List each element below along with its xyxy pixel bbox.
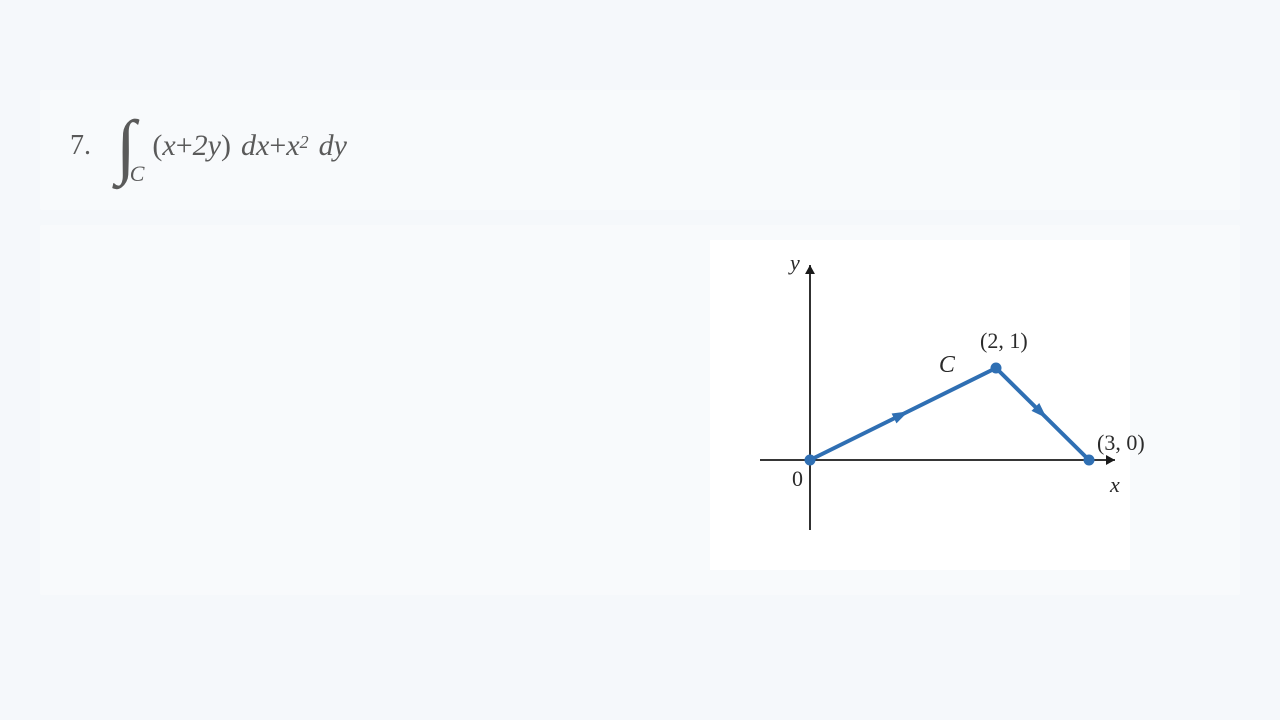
equation-block: 7. ∫ C ( x + 2y ) dx + x 2 dy — [40, 90, 1240, 210]
x-squared-exp: 2 — [300, 132, 309, 153]
origin-label: 0 — [792, 466, 803, 491]
x-squared-base: x — [286, 129, 299, 163]
curve-label: C — [939, 352, 956, 378]
diagram-container: 0xy(2, 1)(3, 0)C — [710, 240, 1130, 570]
plus-2: + — [269, 129, 286, 163]
curve-diagram: 0xy(2, 1)(3, 0)C — [710, 240, 1130, 570]
term-2y: 2y — [193, 129, 221, 163]
point-p0 — [805, 455, 816, 466]
rparen: ) — [221, 129, 231, 163]
problem-number: 7. — [70, 130, 91, 162]
y-axis-label: y — [788, 250, 800, 275]
point-p1 — [991, 363, 1002, 374]
point-label-p1: (2, 1) — [980, 328, 1028, 353]
point-label-p2: (3, 0) — [1097, 430, 1145, 455]
plus-1: + — [176, 129, 193, 163]
integral-expression: ∫ C ( x + 2y ) dx + x 2 dy — [116, 110, 347, 182]
integral-subscript: C — [130, 161, 145, 187]
equation: 7. ∫ C ( x + 2y ) dx + x 2 dy — [70, 110, 347, 182]
var-x: x — [162, 129, 175, 163]
diagram-block: 0 x y (2, 1) (3, 0) C — [40, 225, 1240, 595]
x-axis-label: x — [1109, 472, 1120, 497]
page: 7. ∫ C ( x + 2y ) dx + x 2 dy 0 x y (2, 1) (… — [0, 0, 1280, 720]
dx: dx — [241, 129, 269, 163]
dy: dy — [319, 129, 347, 163]
lparen: ( — [152, 129, 162, 163]
point-p2 — [1084, 455, 1095, 466]
